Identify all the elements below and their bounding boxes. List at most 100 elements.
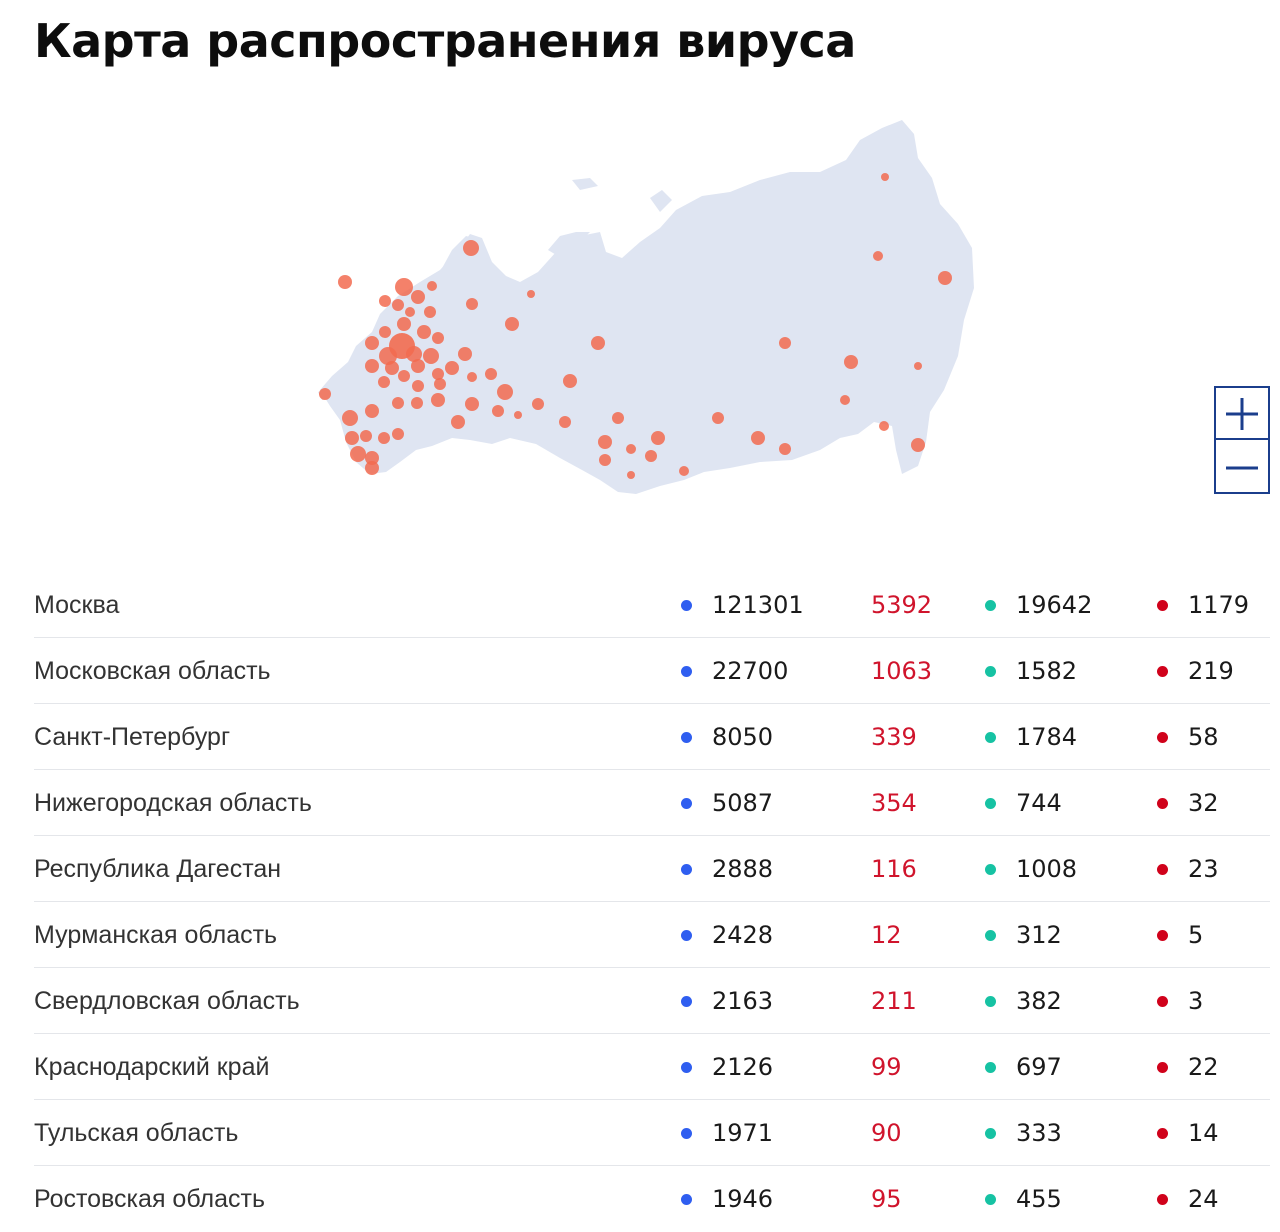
map-land — [650, 190, 672, 212]
map-marker — [844, 355, 858, 369]
minus-icon — [1226, 466, 1258, 470]
map-marker — [365, 336, 379, 350]
confirmed-dot-icon — [681, 666, 692, 677]
recovered-count: 455 — [1016, 1185, 1062, 1213]
deaths-dot-icon — [1157, 1128, 1168, 1139]
table-row[interactable]: Мурманская область 2428 12 312 5 — [34, 902, 1270, 968]
map-marker — [651, 431, 665, 445]
map-marker — [467, 372, 477, 382]
new-cases-count: 90 — [871, 1119, 902, 1147]
deaths-dot-icon — [1157, 1062, 1168, 1073]
confirmed-count: 1971 — [712, 1119, 774, 1147]
map-marker — [338, 275, 352, 289]
plus-icon — [1226, 398, 1258, 430]
map-marker — [514, 411, 522, 419]
region-name: Тульская область — [34, 1119, 239, 1147]
zoom-in-button[interactable] — [1216, 388, 1268, 440]
map-marker — [626, 444, 636, 454]
deaths-dot-icon — [1157, 798, 1168, 809]
deaths-count: 24 — [1188, 1185, 1219, 1213]
map-marker — [432, 332, 444, 344]
deaths-count: 14 — [1188, 1119, 1219, 1147]
deaths-dot-icon — [1157, 1194, 1168, 1205]
new-cases-count: 339 — [871, 723, 917, 751]
map-marker — [679, 466, 689, 476]
map-marker — [431, 393, 445, 407]
map-marker — [417, 325, 431, 339]
region-name: Краснодарский край — [34, 1053, 270, 1081]
recovered-count: 744 — [1016, 789, 1062, 817]
map-marker — [458, 347, 472, 361]
confirmed-count: 2888 — [712, 855, 774, 883]
russia-landmass — [318, 120, 974, 494]
deaths-dot-icon — [1157, 930, 1168, 941]
map-marker — [779, 443, 791, 455]
recovered-dot-icon — [985, 1062, 996, 1073]
recovered-count: 697 — [1016, 1053, 1062, 1081]
confirmed-dot-icon — [681, 732, 692, 743]
table-row[interactable]: Санкт-Петербург 8050 339 1784 58 — [34, 704, 1270, 770]
table-row[interactable]: Нижегородская область 5087 354 744 32 — [34, 770, 1270, 836]
map-marker — [911, 438, 925, 452]
region-name: Республика Дагестан — [34, 855, 282, 883]
table-row[interactable]: Московская область 22700 1063 1582 219 — [34, 638, 1270, 704]
region-stats-table: Москва 121301 5392 19642 1179 Московская обла… — [34, 572, 1270, 1232]
recovered-dot-icon — [985, 1128, 996, 1139]
map-marker — [532, 398, 544, 410]
map-marker — [365, 359, 379, 373]
map-marker — [779, 337, 791, 349]
map-marker — [412, 380, 424, 392]
map-marker — [392, 299, 404, 311]
recovered-count: 312 — [1016, 921, 1062, 949]
map-marker — [360, 430, 372, 442]
table-row[interactable]: Республика Дагестан 2888 116 1008 23 — [34, 836, 1270, 902]
region-name: Московская область — [34, 657, 271, 685]
confirmed-dot-icon — [681, 864, 692, 875]
table-row[interactable]: Тульская область 1971 90 333 14 — [34, 1100, 1270, 1166]
table-row[interactable]: Краснодарский край 2126 99 697 22 — [34, 1034, 1270, 1100]
map-marker — [432, 368, 444, 380]
deaths-count: 3 — [1188, 987, 1204, 1015]
map-marker — [598, 435, 612, 449]
region-name: Санкт-Петербург — [34, 723, 231, 751]
confirmed-count: 121301 — [712, 591, 804, 619]
map-marker — [751, 431, 765, 445]
map-marker — [463, 240, 479, 256]
confirmed-dot-icon — [681, 600, 692, 611]
map-marker — [505, 317, 519, 331]
map-marker — [411, 397, 423, 409]
new-cases-count: 99 — [871, 1053, 902, 1081]
new-cases-count: 12 — [871, 921, 902, 949]
deaths-dot-icon — [1157, 732, 1168, 743]
map-marker — [612, 412, 624, 424]
recovered-dot-icon — [985, 666, 996, 677]
deaths-count: 5 — [1188, 921, 1204, 949]
map-marker — [411, 359, 425, 373]
map-marker — [345, 431, 359, 445]
map-marker — [342, 410, 358, 426]
map-land — [548, 232, 590, 256]
deaths-count: 58 — [1188, 723, 1219, 751]
table-row[interactable]: Ростовская область 1946 95 455 24 — [34, 1166, 1270, 1232]
virus-map[interactable] — [0, 100, 1280, 520]
table-row[interactable]: Москва 121301 5392 19642 1179 — [34, 572, 1270, 638]
map-marker — [485, 368, 497, 380]
table-row[interactable]: Свердловская область 2163 211 382 3 — [34, 968, 1270, 1034]
map-marker — [392, 428, 404, 440]
map-land — [320, 120, 974, 494]
region-name: Москва — [34, 591, 120, 619]
map-marker — [411, 290, 425, 304]
deaths-count: 1179 — [1188, 591, 1250, 619]
confirmed-dot-icon — [681, 798, 692, 809]
russia-map[interactable] — [0, 100, 1280, 520]
recovered-count: 382 — [1016, 987, 1062, 1015]
map-marker — [445, 361, 459, 375]
map-marker — [378, 376, 390, 388]
map-markers[interactable] — [319, 173, 952, 479]
zoom-controls — [1214, 386, 1270, 494]
map-marker — [492, 405, 504, 417]
map-marker — [451, 415, 465, 429]
zoom-out-button[interactable] — [1216, 442, 1268, 494]
map-marker — [365, 404, 379, 418]
map-marker — [378, 432, 390, 444]
